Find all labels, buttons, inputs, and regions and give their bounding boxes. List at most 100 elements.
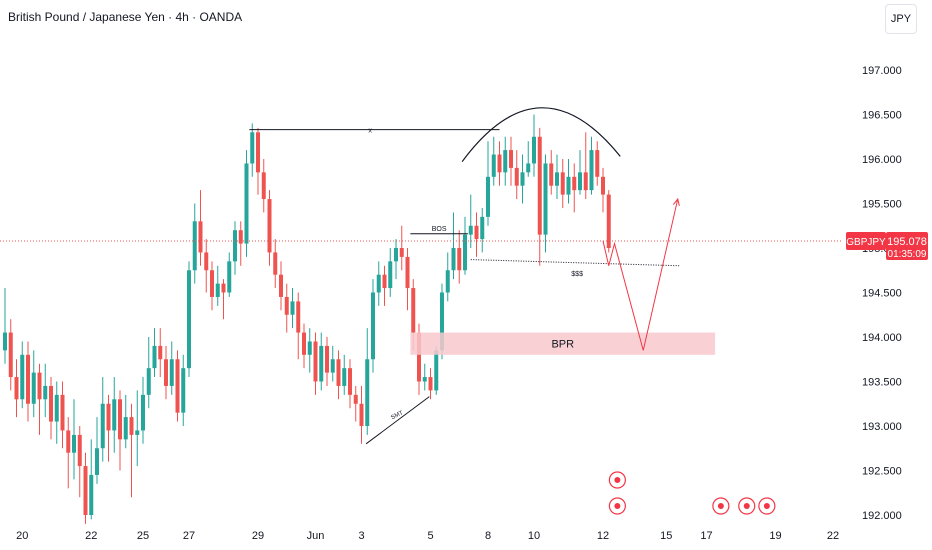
candle	[261, 159, 266, 213]
candle-body	[118, 399, 122, 440]
candle-body	[66, 430, 71, 453]
candle-body	[463, 234, 467, 271]
candle-body	[187, 270, 191, 369]
candle-body	[89, 474, 94, 515]
candle-body	[31, 372, 36, 404]
candle	[106, 394, 111, 462]
candle	[394, 239, 398, 280]
drawing-overlays: BPR x BOS $$$ SMT	[0, 107, 842, 445]
candle-body	[164, 359, 168, 386]
candle	[514, 150, 519, 200]
candle	[463, 216, 467, 275]
candle-body	[428, 377, 433, 391]
flag-icon	[758, 497, 776, 515]
candle-body	[83, 466, 88, 515]
candle-body	[537, 136, 542, 235]
candle	[8, 319, 13, 391]
candle-body	[210, 270, 214, 297]
candle	[192, 203, 197, 284]
candle	[187, 261, 191, 378]
time-tick-label: 29	[252, 530, 264, 542]
candle-body	[198, 221, 203, 253]
candle	[37, 363, 42, 435]
liquidity-line	[470, 259, 681, 267]
event-dot	[743, 503, 750, 509]
flash-icon	[608, 471, 626, 489]
price-tag-box	[886, 232, 928, 261]
event-icon	[712, 497, 730, 515]
candle	[129, 403, 134, 498]
candle-body	[60, 394, 65, 431]
candle	[365, 328, 370, 435]
price-tick-label: 194.500	[862, 288, 902, 300]
candle	[20, 341, 25, 409]
candle	[353, 385, 358, 422]
candle	[371, 279, 375, 373]
candle-body	[601, 176, 605, 195]
price-tag-value: 195.078	[887, 236, 927, 248]
candle-body	[181, 368, 186, 413]
candle-body	[146, 368, 151, 395]
candle	[474, 212, 479, 257]
candle	[72, 399, 76, 480]
candle	[152, 328, 157, 378]
candle-body	[152, 345, 157, 369]
time-tick-label: 10	[528, 530, 540, 542]
candle-body	[451, 248, 456, 271]
currency-button[interactable]: JPY	[885, 4, 917, 34]
candle	[66, 417, 71, 489]
candle	[227, 252, 232, 297]
candle-body	[532, 136, 536, 164]
candle-body	[72, 434, 76, 453]
candle	[3, 288, 7, 364]
candle-body	[595, 150, 600, 177]
candle-body	[233, 230, 237, 262]
price-tick-label: 193.500	[862, 377, 902, 389]
candle-body	[20, 354, 25, 400]
candle	[399, 225, 404, 271]
candle	[215, 265, 220, 306]
bpr-zone	[410, 332, 716, 355]
candle	[141, 377, 145, 444]
candle	[359, 385, 364, 444]
candle-body	[261, 172, 266, 200]
candle-body	[290, 301, 295, 315]
candle	[123, 394, 128, 449]
candle	[428, 368, 433, 400]
candle	[342, 354, 347, 395]
price-axis: 197.000196.500196.000195.500195.000194.5…	[862, 65, 902, 522]
candle	[54, 381, 59, 444]
candle-body	[560, 172, 565, 195]
candle-body	[215, 283, 220, 297]
symbol-tag	[846, 232, 886, 251]
time-tick-label: 15	[660, 530, 672, 542]
price-tick-label: 192.500	[862, 466, 902, 478]
candle-body	[100, 403, 105, 449]
candle	[112, 377, 117, 453]
candle-body	[141, 394, 145, 431]
candle-body	[3, 332, 7, 351]
candle-body	[422, 377, 427, 382]
price-tick-label: 196.500	[862, 110, 902, 122]
candle-body	[313, 341, 318, 382]
candle	[210, 261, 214, 311]
candle	[486, 141, 490, 226]
candle-body	[307, 341, 312, 355]
candle	[118, 390, 122, 471]
candle-body	[572, 176, 577, 191]
candle	[325, 337, 329, 386]
time-tick-label: Jun	[307, 530, 325, 542]
candle	[583, 132, 588, 200]
candle-body	[371, 292, 375, 360]
candle	[451, 212, 456, 280]
price-tick-label: 195.500	[862, 199, 902, 211]
candle	[169, 341, 174, 395]
candle	[376, 261, 381, 306]
candle-body	[491, 154, 496, 177]
candle	[330, 345, 335, 382]
candle-body	[399, 248, 404, 257]
event-icon	[738, 497, 756, 515]
candle	[256, 127, 260, 195]
candle-body	[497, 154, 502, 173]
